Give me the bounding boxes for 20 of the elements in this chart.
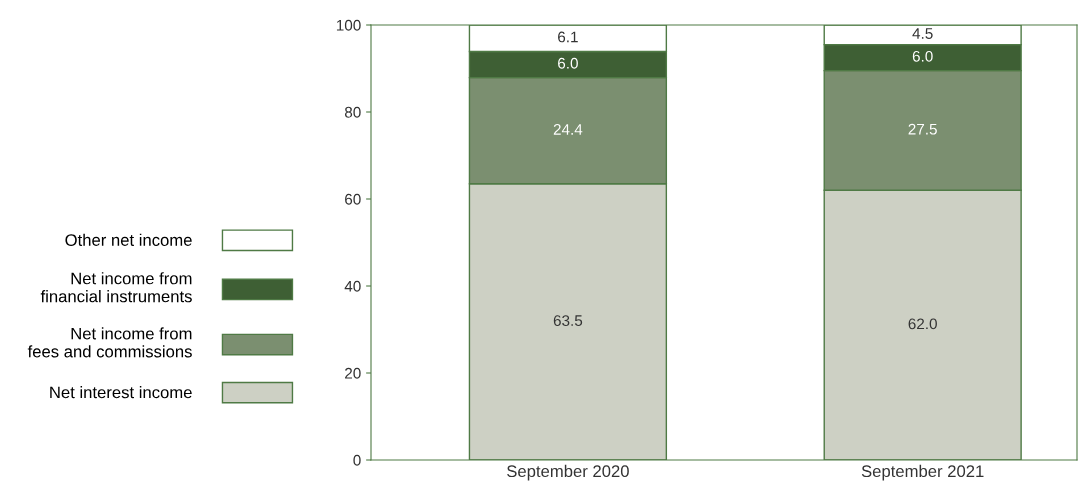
- data-label: 24.4: [553, 123, 583, 135]
- data-label: 6.1: [558, 31, 578, 43]
- y-tick-label: 0: [353, 454, 361, 466]
- legend-label: Other net income: [65, 233, 192, 246]
- legend-label: Net interest income: [50, 386, 192, 399]
- legend-label: Net income from fees and commissions: [27, 327, 192, 358]
- y-tick-label: 80: [344, 106, 361, 118]
- data-label: 4.5: [912, 28, 933, 39]
- y-tick-label: 100: [336, 19, 361, 31]
- y-tick-label: 60: [345, 193, 361, 205]
- legend-label: Net income from financial instruments: [40, 272, 192, 303]
- x-tick-label: September 2020: [507, 464, 629, 481]
- y-tick-label: 20: [345, 367, 361, 379]
- x-tick-label: September 2021: [861, 464, 984, 481]
- data-label: 6.0: [912, 50, 933, 62]
- data-label: 27.5: [908, 123, 937, 135]
- data-label: 62.0: [908, 318, 937, 330]
- data-label: 63.5: [553, 315, 583, 326]
- y-tick-label: 40: [344, 280, 361, 292]
- data-label: 6.0: [558, 57, 578, 69]
